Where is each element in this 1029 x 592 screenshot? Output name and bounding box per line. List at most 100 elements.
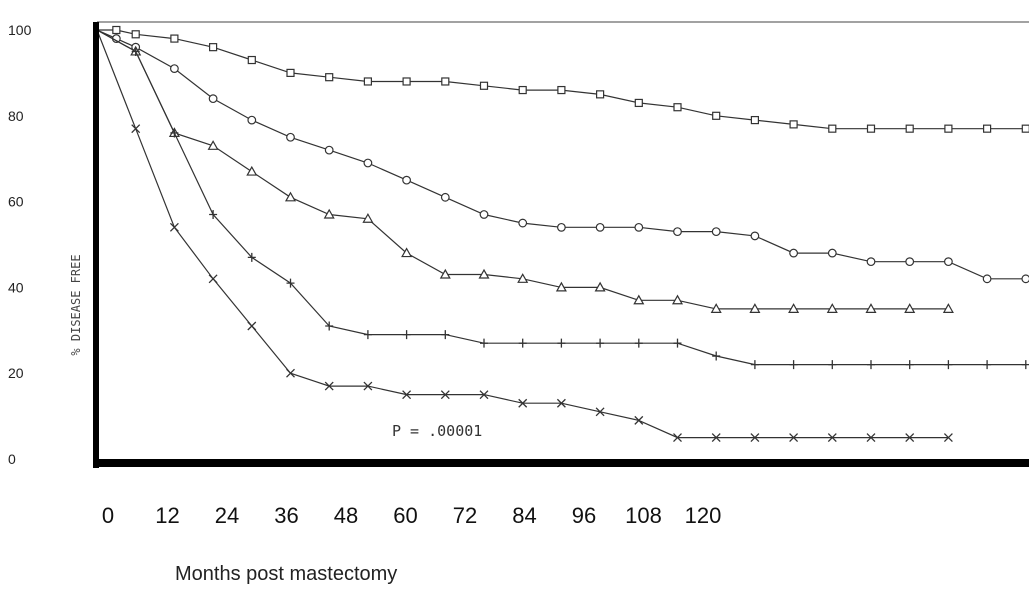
data-point (169, 222, 179, 232)
y-tick-label: 60 (8, 194, 24, 210)
data-point (944, 124, 953, 133)
data-point (247, 115, 257, 125)
data-point (246, 165, 258, 176)
x-tick-label: 12 (155, 503, 179, 528)
data-point (673, 103, 682, 112)
data-point (440, 192, 450, 202)
data-point (750, 231, 760, 241)
data-point (402, 77, 411, 86)
data-point (363, 381, 373, 391)
data-point (944, 360, 953, 370)
y-tick-labels: 0 20 40 60 80 100 (8, 22, 32, 467)
data-point (594, 281, 606, 292)
data-point (905, 360, 914, 370)
y-tick-label: 100 (8, 22, 32, 38)
data-point (942, 303, 954, 313)
data-point (479, 390, 489, 400)
data-point (247, 252, 256, 262)
y-tick-label: 80 (8, 108, 24, 124)
data-point (828, 360, 837, 370)
data-point (207, 140, 219, 150)
data-point (944, 257, 953, 267)
data-point (169, 64, 179, 74)
data-point (557, 222, 566, 232)
data-point (671, 294, 684, 305)
y-axis-label: % DISEASE FREE (69, 254, 83, 355)
data-point (596, 338, 605, 348)
data-point (402, 390, 412, 400)
data-point (170, 34, 179, 43)
data-point (518, 85, 527, 95)
data-point (131, 46, 140, 56)
x-tick-labels: 0 12 24 36 48 60 72 84 96 108 120 (102, 503, 721, 528)
data-point (789, 433, 799, 443)
data-point (634, 222, 644, 232)
data-point (479, 81, 489, 90)
data-point (556, 398, 566, 408)
data-point (518, 398, 528, 408)
x-tick-label: 48 (334, 503, 358, 528)
data-point (325, 321, 334, 331)
data-point (712, 111, 721, 120)
p-value-annotation: P = .00001 (392, 422, 482, 440)
data-point (867, 360, 875, 370)
data-point (595, 222, 605, 232)
data-point (286, 368, 295, 378)
data-point (1021, 360, 1029, 370)
data-point (324, 145, 334, 155)
data-point (286, 132, 295, 142)
data-point (982, 124, 992, 133)
data-point (943, 433, 953, 443)
data-point (402, 175, 412, 185)
data-point (633, 294, 645, 305)
data-point (905, 433, 915, 443)
data-point (905, 257, 915, 267)
data-point (208, 94, 218, 104)
data-point (325, 73, 334, 82)
data-point (209, 209, 218, 219)
data-point (518, 338, 527, 348)
data-point (478, 268, 490, 279)
data-point (904, 303, 916, 313)
data-point (673, 338, 682, 348)
data-point (634, 98, 643, 108)
series-circle (96, 29, 1029, 284)
data-point (1021, 124, 1029, 133)
data-point (982, 274, 992, 284)
x-tick-label: 96 (572, 503, 596, 528)
data-point (363, 330, 372, 340)
data-point (209, 43, 218, 52)
series-line (96, 29, 1026, 280)
data-point (555, 281, 567, 292)
x-tick-label: 0 (102, 503, 114, 528)
data-point (905, 124, 914, 133)
data-point (557, 85, 566, 95)
data-point (712, 351, 721, 361)
series-square (97, 25, 1029, 133)
x-tick-label: 120 (685, 503, 722, 528)
data-point (595, 407, 605, 417)
x-axis (93, 459, 1029, 467)
data-point (827, 248, 837, 258)
data-point (208, 274, 218, 284)
x-axis-label: Months post mastectomy (175, 563, 397, 585)
data-point (286, 278, 295, 288)
series-layer (96, 25, 1029, 443)
data-point (827, 433, 837, 443)
data-point (363, 77, 372, 86)
data-point (634, 415, 644, 425)
series-line (97, 29, 1026, 130)
data-point (865, 303, 877, 313)
data-point (517, 273, 529, 283)
data-point (828, 124, 837, 133)
data-point (323, 208, 335, 219)
data-point (749, 303, 761, 313)
data-point (789, 248, 798, 258)
series-plus (96, 29, 1029, 370)
data-point (866, 124, 876, 133)
data-point (479, 210, 489, 219)
data-point (595, 90, 605, 99)
x-tick-label: 84 (512, 503, 536, 528)
y-tick-label: 0 (8, 451, 16, 467)
